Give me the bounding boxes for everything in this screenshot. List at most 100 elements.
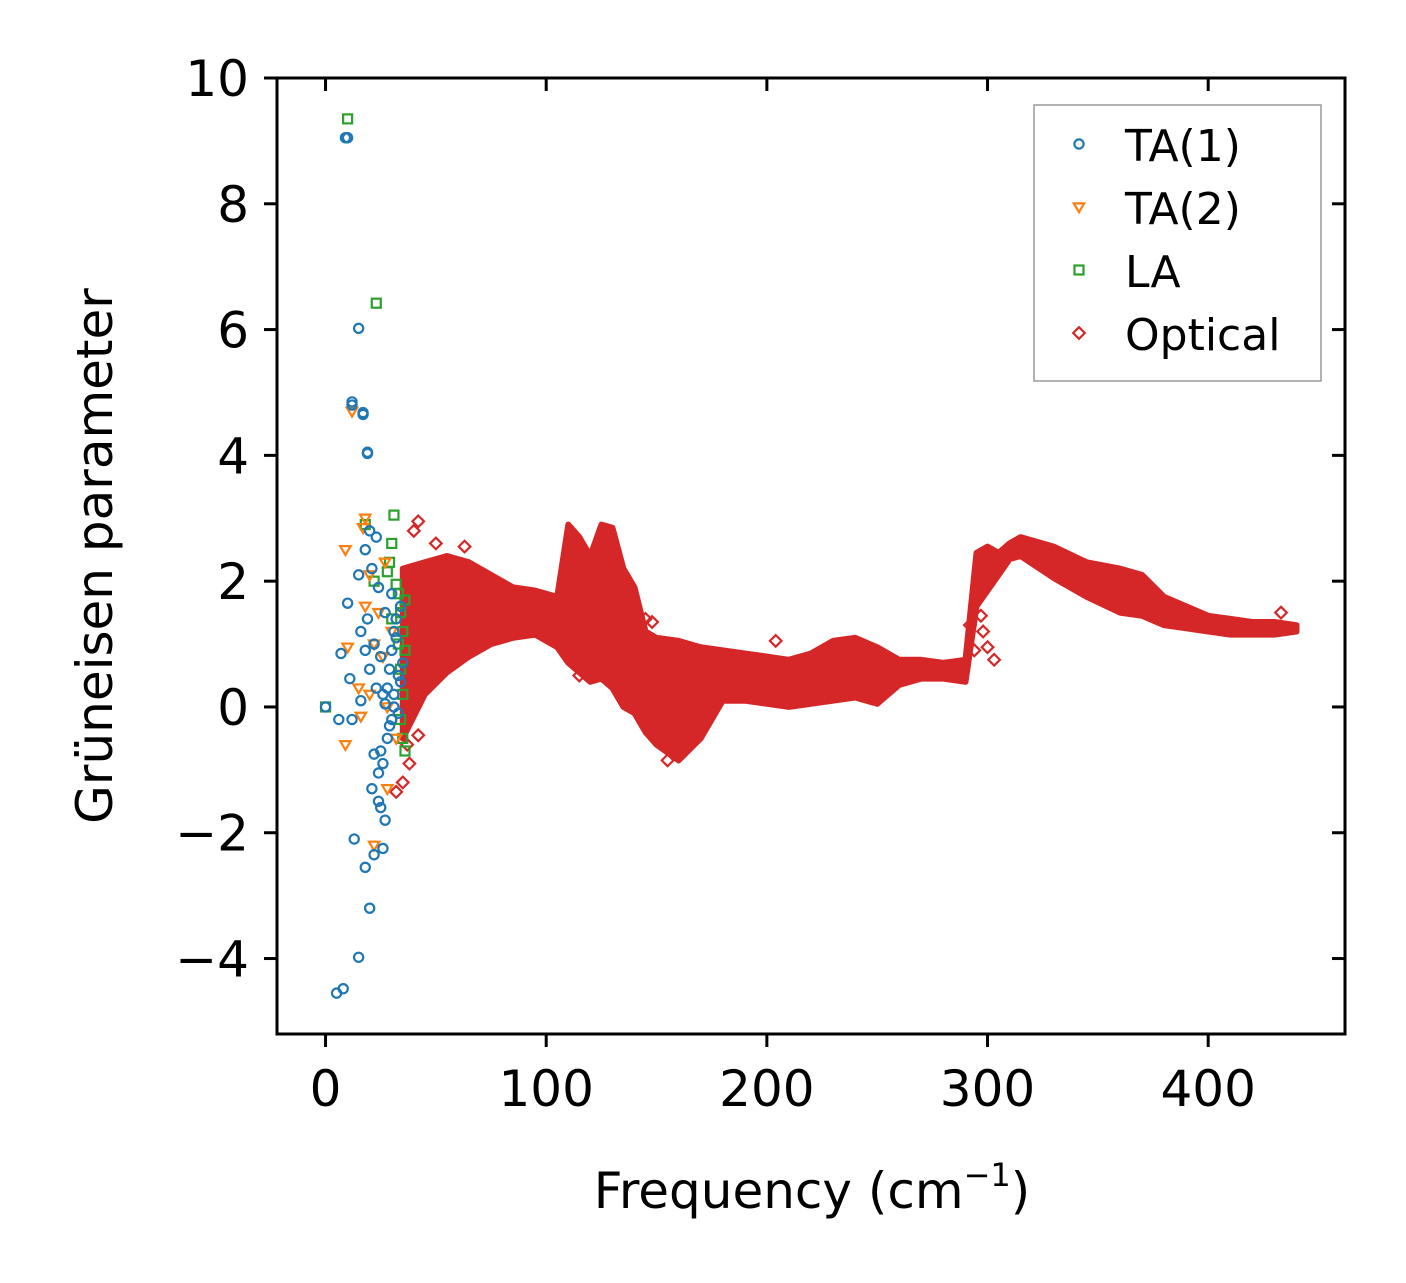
data-point-ta-1 — [375, 650, 387, 663]
series-optical — [388, 514, 1289, 800]
data-point-ta-1 — [377, 757, 389, 770]
data-point-ta-2 — [380, 783, 395, 797]
data-point-ta-1 — [370, 531, 382, 543]
legend-label-ta-2: TA(2) — [1124, 184, 1241, 235]
data-point-ta-2 — [366, 840, 382, 853]
marker-layer — [319, 113, 1289, 999]
data-point-ta-1 — [390, 613, 402, 625]
y-tick-label: 6 — [217, 302, 249, 360]
legend-label-la: LA — [1125, 247, 1181, 298]
data-point-ta-2 — [351, 683, 366, 696]
data-point-la — [399, 644, 411, 656]
data-point-ta-1 — [346, 713, 358, 726]
data-point-optical — [410, 514, 426, 529]
data-point-ta-1 — [352, 951, 365, 963]
legend-marker-ta-2 — [1071, 202, 1087, 215]
data-point-ta-1 — [392, 669, 405, 682]
legend-marker-ta-1 — [1073, 138, 1085, 150]
data-point-ta-2 — [358, 601, 373, 614]
data-point-optical — [966, 642, 982, 658]
data-point-ta-1 — [341, 597, 354, 609]
y-tick-label: 2 — [217, 553, 249, 611]
axes-layer: 0 100 200 300 400 −4 −2 0 2 4 6 8 10 — [175, 50, 1347, 1118]
data-point-optical — [973, 608, 989, 624]
data-point-optical — [975, 624, 991, 639]
data-point-ta-1 — [375, 801, 387, 814]
legend-entries: TA(1) TA(2) LA Optical — [1071, 121, 1280, 361]
data-point-ta-1 — [390, 632, 402, 644]
data-point-ta-1 — [333, 713, 345, 726]
legend-label-ta-1: TA(1) — [1124, 121, 1241, 172]
data-point-optical — [571, 668, 587, 683]
data-point-ta-2 — [338, 544, 353, 558]
x-axis-label-exponent: −1 — [964, 1156, 1011, 1194]
data-point-ta-1 — [335, 647, 347, 660]
y-tick-label: 10 — [185, 50, 249, 108]
data-point-ta-1 — [372, 767, 385, 779]
plot-area — [319, 113, 1300, 999]
data-point-optical — [605, 671, 620, 687]
data-point-ta-1 — [388, 688, 400, 701]
data-point-ta-2 — [389, 733, 404, 746]
data-point-ta-1 — [394, 600, 407, 613]
data-point-ta-1 — [383, 663, 396, 675]
data-point-optical — [986, 652, 1002, 668]
data-point-ta-1 — [357, 408, 369, 421]
data-point-optical — [830, 677, 845, 693]
data-point-ta-1 — [375, 745, 387, 757]
data-point-optical — [388, 784, 404, 800]
optical-band-layer — [399, 521, 1300, 764]
data-point-ta-2 — [353, 711, 368, 724]
data-point-ta-2 — [378, 557, 393, 570]
axes-frame — [275, 76, 1347, 1036]
data-point-ta-2 — [340, 642, 355, 655]
data-point-ta-2 — [358, 513, 373, 526]
data-point-la — [386, 537, 398, 550]
data-point-ta-1 — [394, 676, 407, 688]
x-axis-label: Frequency (cm−1) — [594, 1156, 1031, 1220]
data-point-ta-1 — [386, 644, 398, 657]
data-point-la — [370, 297, 382, 309]
x-tick-label: 300 — [940, 1060, 1035, 1118]
data-point-optical — [644, 614, 660, 630]
data-point-ta-1 — [355, 694, 367, 707]
legend-item-ta-2: TA(2) — [1071, 184, 1241, 235]
data-point-ta-1 — [319, 701, 332, 713]
legend-marker-la — [1073, 264, 1085, 276]
data-point-ta-1 — [361, 447, 374, 460]
data-point-ta-1 — [363, 525, 376, 537]
data-point-ta-1 — [346, 399, 358, 411]
data-point-ta-1 — [352, 569, 365, 581]
legend-marker-optical — [1071, 325, 1087, 341]
data-point-la — [399, 745, 411, 757]
legend: TA(1) TA(2) LA Optical — [1033, 104, 1322, 382]
data-point-ta-1 — [355, 625, 367, 638]
data-point-ta-1 — [359, 544, 371, 556]
data-point-optical — [395, 775, 411, 790]
legend-label-optical: Optical — [1125, 310, 1280, 361]
data-point-la — [390, 578, 402, 590]
data-point-ta-1 — [366, 783, 378, 795]
data-point-optical — [457, 539, 472, 554]
data-point-ta-1 — [392, 707, 405, 719]
data-point-ta-1 — [372, 795, 385, 807]
y-tick-label: −2 — [175, 805, 249, 863]
data-point-la — [381, 566, 393, 578]
legend-item-la: LA — [1073, 247, 1181, 298]
data-point-ta-1 — [379, 814, 391, 826]
data-point-ta-2 — [362, 570, 377, 583]
data-point-ta-1 — [363, 902, 376, 914]
data-point-ta-1 — [363, 663, 376, 675]
data-point-ta-1 — [386, 713, 398, 726]
data-point-ta-1 — [359, 644, 371, 657]
data-point-la — [342, 113, 354, 125]
data-point-ta-1 — [368, 638, 380, 650]
x-axis-label-suffix: ) — [1011, 1162, 1031, 1220]
y-axis-label: Grüneisen parameter — [66, 288, 124, 824]
y-tick-label: 8 — [217, 176, 249, 234]
data-point-optical — [962, 617, 978, 633]
data-point-la — [394, 663, 407, 675]
x-tick-label: 0 — [310, 1060, 342, 1118]
data-point-optical — [768, 633, 784, 649]
data-point-ta-1 — [388, 625, 400, 638]
